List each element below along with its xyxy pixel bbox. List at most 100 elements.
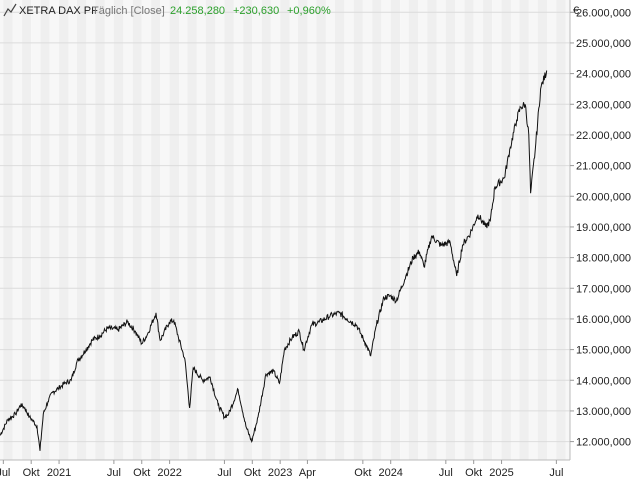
x-tick-label: Apr: [299, 467, 316, 479]
month-bands: [0, 0, 570, 460]
x-tick-label: Jul: [0, 467, 10, 479]
line-chart-icon: [3, 3, 17, 17]
last-price: 24.258,280: [170, 5, 225, 17]
month-band: [76, 0, 87, 460]
x-tick-label: Jul: [217, 467, 231, 479]
month-band: [289, 0, 299, 460]
month-band: [123, 0, 133, 460]
y-tick-label: 24.000,000: [576, 69, 631, 81]
month-band: [381, 0, 391, 460]
y-tick-label: 14.000,000: [576, 375, 631, 387]
month-band: [141, 0, 152, 460]
x-tick-label: Okt: [244, 467, 261, 479]
month-band: [334, 0, 345, 460]
month-band: [501, 0, 511, 460]
month-band: [261, 0, 271, 460]
month-band: [565, 0, 570, 460]
month-band: [408, 0, 419, 460]
month-band: [492, 0, 502, 460]
month-band: [104, 0, 114, 460]
y-tick-label: 20.000,000: [576, 191, 631, 203]
y-tick-label: 19.000,000: [576, 222, 631, 234]
month-band: [86, 0, 96, 460]
month-band: [510, 0, 520, 460]
x-tick-label: 2024: [378, 467, 402, 479]
month-band: [22, 0, 32, 460]
month-band: [59, 0, 69, 460]
x-tick-label: Okt: [23, 467, 40, 479]
x-tick-label: Jul: [439, 467, 453, 479]
instrument-name: XETRA DAX PF: [19, 5, 98, 17]
month-band: [473, 0, 484, 460]
y-tick-label: 13.000,000: [576, 406, 631, 418]
y-tick-label: 23.000,000: [576, 99, 631, 111]
month-band: [528, 0, 538, 460]
month-band: [418, 0, 428, 460]
month-band: [344, 0, 354, 460]
x-tick-label: 2025: [489, 467, 513, 479]
month-band: [537, 0, 548, 460]
y-tick-label: 26.000,000: [576, 7, 631, 19]
gridlines: [0, 11, 570, 443]
month-band: [436, 0, 446, 460]
interval-label: Täglich [Close]: [92, 5, 165, 17]
month-band: [547, 0, 557, 460]
month-band: [196, 0, 206, 460]
x-tick-label: Okt: [465, 467, 482, 479]
month-band: [178, 0, 188, 460]
month-band: [427, 0, 437, 460]
x-tick-label: 2021: [47, 467, 71, 479]
y-tick-label: 12.000,000: [576, 437, 631, 449]
price-series-line: [0, 70, 548, 451]
month-band: [169, 0, 179, 460]
x-tick-label: 2022: [157, 467, 181, 479]
month-band: [307, 0, 317, 460]
month-band: [316, 0, 326, 460]
month-band: [243, 0, 253, 460]
month-band: [233, 0, 244, 460]
month-band: [270, 0, 281, 460]
month-band: [224, 0, 234, 460]
y-tick-label: 25.000,000: [576, 38, 631, 50]
month-band: [445, 0, 456, 460]
y-tick-label: 17.000,000: [576, 283, 631, 295]
month-band: [519, 0, 529, 460]
month-band: [325, 0, 335, 460]
month-band: [187, 0, 197, 460]
month-band: [464, 0, 474, 460]
month-band: [31, 0, 41, 460]
month-band: [455, 0, 465, 460]
month-band: [390, 0, 401, 460]
y-axis-ticks: 12.000,000 13.000,000 14.000,000 15.000,000…: [570, 7, 631, 449]
month-band: [215, 0, 225, 460]
month-band: [298, 0, 308, 460]
y-tick-label: 22.000,000: [576, 130, 631, 142]
month-band: [49, 0, 60, 460]
change-percent: +0,960%: [287, 5, 331, 17]
currency-label: €: [573, 5, 579, 17]
change-value: +230,630: [233, 5, 279, 17]
x-axis-ticks: Jul Okt 2021 Jul Okt 2022 Jul Okt 2023 Apr Okt 2024…: [0, 460, 563, 479]
month-band: [252, 0, 262, 460]
x-tick-label: Jul: [549, 467, 563, 479]
month-band: [40, 0, 50, 460]
month-band: [68, 0, 77, 460]
y-tick-label: 18.000,000: [576, 253, 631, 265]
y-tick-label: 15.000,000: [576, 345, 631, 357]
month-band: [160, 0, 170, 460]
y-tick-label: 21.000,000: [576, 161, 631, 173]
month-band: [280, 0, 290, 460]
month-band: [205, 0, 216, 460]
month-band: [151, 0, 161, 460]
month-band: [0, 0, 4, 460]
month-band: [95, 0, 105, 460]
month-band: [12, 0, 23, 460]
x-tick-label: Okt: [133, 467, 150, 479]
month-band: [556, 0, 566, 460]
month-band: [362, 0, 373, 460]
x-tick-label: Okt: [354, 467, 371, 479]
x-tick-label: 2023: [268, 467, 292, 479]
month-band: [353, 0, 363, 460]
month-band: [372, 0, 382, 460]
